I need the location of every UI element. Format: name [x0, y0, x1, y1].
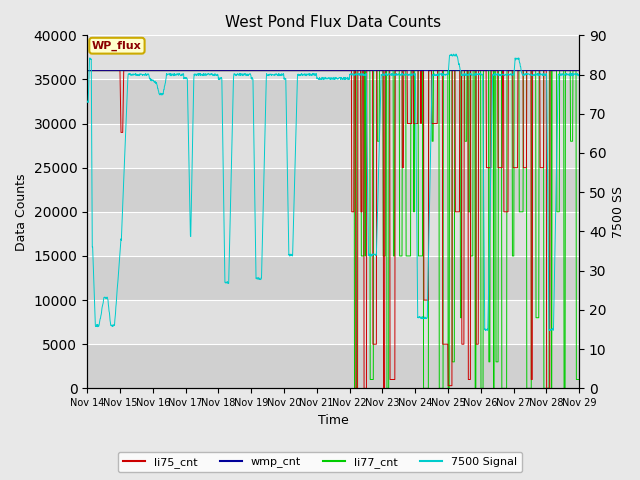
Y-axis label: Data Counts: Data Counts [15, 173, 28, 251]
li75_cnt [575, 68, 583, 73]
li77_cnt [474, 68, 481, 73]
Bar [87, 256, 579, 300]
7500 Signal [452, 51, 460, 57]
wmp_cnt [516, 68, 524, 73]
X-axis label: Time: Time [317, 414, 349, 427]
li75_cnt [474, 341, 481, 347]
li75_cnt [248, 68, 255, 73]
Text: WP_flux: WP_flux [92, 41, 142, 51]
Line: li77_cnt: li77_cnt [87, 71, 579, 388]
Legend: li75_cnt, wmp_cnt, li77_cnt, 7500 Signal: li75_cnt, wmp_cnt, li77_cnt, 7500 Signal [118, 452, 522, 472]
li77_cnt [248, 68, 255, 73]
7500 Signal [546, 328, 554, 334]
li77_cnt [575, 377, 583, 383]
wmp_cnt [248, 68, 255, 73]
7500 Signal [517, 66, 525, 72]
Bar [87, 168, 579, 212]
li75_cnt [410, 68, 417, 73]
li77_cnt [517, 209, 525, 215]
li75_cnt [193, 68, 200, 73]
li77_cnt [351, 385, 358, 391]
7500 Signal [193, 72, 200, 77]
Bar [87, 300, 579, 344]
li75_cnt [517, 68, 525, 73]
7500 Signal [83, 99, 91, 105]
Line: 7500 Signal: 7500 Signal [87, 54, 579, 331]
Title: West Pond Flux Data Counts: West Pond Flux Data Counts [225, 15, 441, 30]
7500 Signal [575, 72, 583, 78]
7500 Signal [409, 71, 417, 77]
wmp_cnt [409, 68, 417, 73]
Bar [87, 36, 579, 80]
wmp_cnt [474, 68, 481, 73]
li77_cnt [410, 68, 417, 73]
7500 Signal [474, 72, 481, 77]
wmp_cnt [193, 68, 200, 73]
Bar [87, 344, 579, 388]
li75_cnt [352, 385, 360, 391]
li77_cnt [180, 68, 188, 73]
7500 Signal [180, 75, 188, 81]
wmp_cnt [83, 68, 91, 73]
Bar [87, 212, 579, 256]
Y-axis label: 7500 SS: 7500 SS [612, 186, 625, 238]
li75_cnt [83, 68, 91, 73]
Bar [87, 80, 579, 123]
li77_cnt [83, 68, 91, 73]
Bar [87, 123, 579, 168]
li75_cnt [180, 68, 188, 73]
wmp_cnt [180, 68, 188, 73]
7500 Signal [248, 75, 255, 81]
wmp_cnt [575, 68, 583, 73]
li77_cnt [193, 68, 200, 73]
Line: li75_cnt: li75_cnt [87, 71, 579, 388]
